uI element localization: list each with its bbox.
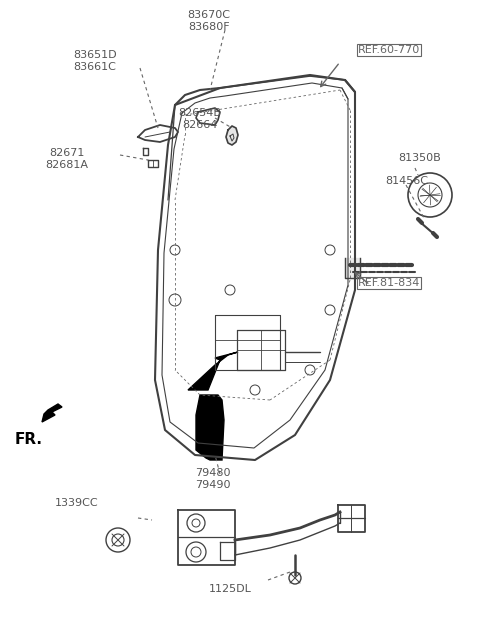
Circle shape: [169, 294, 181, 306]
Text: REF.81-834: REF.81-834: [358, 278, 420, 288]
Circle shape: [106, 528, 130, 552]
Circle shape: [170, 245, 180, 255]
Circle shape: [112, 534, 124, 546]
Circle shape: [192, 519, 200, 527]
Text: 81350B: 81350B: [398, 153, 441, 163]
Circle shape: [191, 547, 201, 557]
Circle shape: [408, 173, 452, 217]
Text: REF.60-770: REF.60-770: [358, 45, 420, 55]
Circle shape: [325, 245, 335, 255]
Polygon shape: [42, 404, 62, 422]
Polygon shape: [188, 352, 238, 390]
Text: 79480
79490: 79480 79490: [195, 468, 231, 490]
Text: 1125DL: 1125DL: [209, 584, 252, 594]
Text: 81456C: 81456C: [385, 176, 428, 186]
Polygon shape: [345, 258, 360, 278]
Text: 83651D
83661C: 83651D 83661C: [73, 50, 117, 73]
Circle shape: [186, 542, 206, 562]
Circle shape: [305, 365, 315, 375]
Polygon shape: [196, 395, 224, 460]
Circle shape: [187, 514, 205, 532]
Text: 82654B
82664: 82654B 82664: [179, 108, 221, 131]
Text: 83670C
83680F: 83670C 83680F: [188, 10, 230, 32]
Circle shape: [418, 183, 442, 207]
Circle shape: [325, 305, 335, 315]
Text: 82671
82681A: 82671 82681A: [46, 148, 88, 171]
Text: 1339CC: 1339CC: [55, 498, 98, 508]
Circle shape: [225, 285, 235, 295]
Polygon shape: [226, 126, 238, 145]
Circle shape: [289, 572, 301, 584]
Text: FR.: FR.: [15, 432, 43, 447]
Circle shape: [250, 385, 260, 395]
